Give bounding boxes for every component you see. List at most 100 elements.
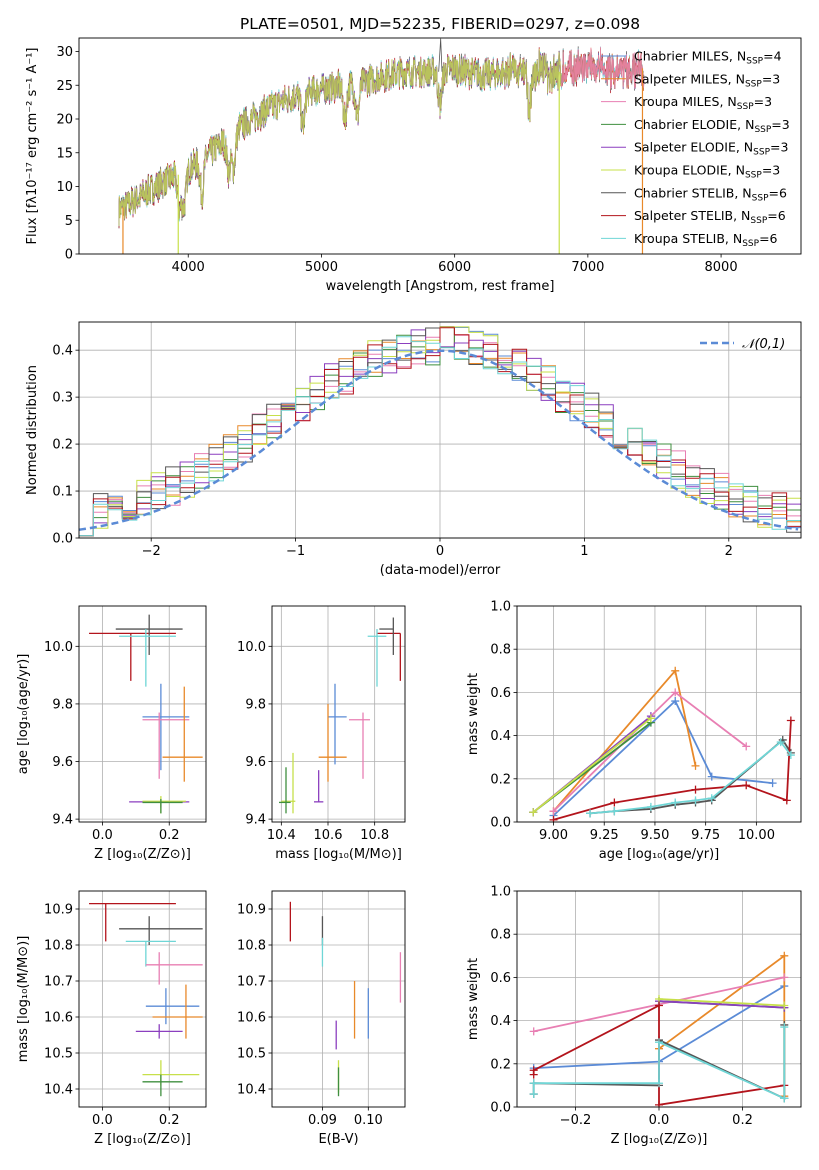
errorbar-point [377, 632, 401, 681]
y-axis-label: Flux [fλ10⁻¹⁷ erg cm⁻² s⁻¹ A⁻¹] [25, 48, 40, 245]
y-tick-label: 0.8 [490, 928, 511, 943]
y-tick-label: 1.0 [490, 600, 511, 615]
x-tick-label: 0.10 [354, 1113, 383, 1128]
x-axis-label: Z [log₁₀(Z/Z⊙)] [94, 847, 191, 862]
series-marker [610, 798, 619, 807]
series-marker [742, 781, 751, 790]
y-tick-label: 10.0 [44, 640, 73, 655]
series-line [589, 740, 792, 815]
y-tick-label: 0.1 [52, 485, 73, 500]
series-marker [610, 807, 619, 816]
x-tick-label: 10.6 [314, 828, 343, 843]
x-tick-label: 10.8 [360, 828, 389, 843]
series-marker [646, 714, 655, 723]
x-tick-label: 0.0 [649, 1113, 670, 1128]
x-tick-label: 10.00 [738, 828, 775, 843]
spectrum-line [118, 48, 562, 227]
y-tick-label: 10.4 [44, 1083, 73, 1098]
y-tick-label: 9.4 [52, 813, 73, 828]
plot-area [118, 38, 645, 254]
x-tick-label: 9.50 [640, 828, 669, 843]
y-axis-label: mass weight [466, 958, 481, 1040]
y-tick-label: 20 [56, 113, 73, 128]
y-axis-label: mass [log₁₀(M/M⊙)] [16, 936, 31, 1063]
series-marker [529, 1079, 538, 1088]
y-tick-label: 1.0 [490, 885, 511, 900]
y-tick-label: 0.0 [490, 816, 511, 831]
x-tick-label: 9.25 [590, 828, 619, 843]
x-tick-label: 9.00 [539, 828, 568, 843]
y-axis-label: Normed distribution [25, 365, 40, 495]
axes-frame [78, 890, 207, 1108]
histogram-step [79, 336, 801, 537]
legend-label: Chabrier STELIB, NSSP=6 [634, 185, 787, 203]
errorbar-point [89, 902, 176, 942]
x-axis-label: Z [log₁₀(Z/Z⊙)] [94, 1132, 191, 1147]
y-tick-label: 10.8 [44, 939, 73, 954]
x-tick-label: 0.09 [308, 1113, 337, 1128]
errorbar-point [152, 984, 203, 1039]
y-tick-label: 0.6 [490, 686, 511, 701]
y-tick-label: 9.8 [245, 697, 266, 712]
x-tick-label: 0.2 [732, 1113, 753, 1128]
legend-label: Chabrier ELODIE, NSSP=3 [634, 117, 790, 135]
series-marker [671, 666, 680, 675]
series-line [658, 954, 786, 1097]
legend-label: Salpeter ELODIE, NSSP=3 [634, 140, 788, 158]
axes-weight-vs-age: 9.00 9.25 9.50 9.75 10.00 0.0 0.2 0.4 0.6 0.8 1.0 a… [466, 600, 802, 862]
axes-frame [271, 605, 406, 823]
series-marker [780, 1001, 789, 1010]
x-tick-label: 1 [580, 544, 588, 559]
errorbar-point [162, 686, 203, 782]
series-line [658, 1000, 785, 1009]
x-tick-label: 10.4 [267, 828, 296, 843]
plot-area [279, 617, 401, 814]
axes-weight-vs-Z: −0.2 0.0 0.2 0.0 0.2 0.4 0.6 0.8 1.0 Z [log₁₀(Z/Z… [466, 885, 802, 1147]
y-tick-label: 0.8 [490, 643, 511, 658]
plot-area [289, 901, 402, 1097]
errorbar-point [142, 1074, 183, 1097]
series-marker [768, 779, 777, 788]
series-marker [529, 1027, 538, 1036]
legend-label: Kroupa MILES, NSSP=3 [634, 94, 772, 112]
y-tick-label: 5 [65, 214, 73, 229]
series-line [658, 998, 785, 1007]
y-tick-label: 15 [56, 146, 73, 161]
y-tick-label: 30 [56, 45, 73, 60]
x-axis-label: E(B-V) [318, 1132, 358, 1147]
y-tick-label: 25 [56, 79, 73, 94]
errorbar-point [281, 752, 296, 814]
x-tick-label: 0 [436, 544, 444, 559]
y-tick-label: 0.6 [490, 971, 511, 986]
series-marker [655, 1038, 663, 1047]
x-tick-label: 0.2 [159, 828, 180, 843]
axes-frame [78, 37, 802, 255]
y-tick-label: 10.4 [237, 1083, 266, 1098]
y-tick-label: 0.4 [52, 344, 73, 359]
series-marker [549, 807, 558, 816]
errorbar-point [119, 916, 203, 945]
x-axis-label: (data-model)/error [380, 563, 501, 578]
x-tick-label: 0.0 [92, 828, 113, 843]
series-marker [786, 716, 795, 725]
errorbar-point [279, 767, 291, 814]
histogram-step [79, 327, 801, 537]
x-tick-label: 2 [725, 544, 733, 559]
series-marker [655, 1079, 663, 1088]
x-tick-label: 5000 [305, 260, 338, 275]
errorbar-point [318, 703, 347, 782]
y-tick-label: 10.7 [237, 975, 266, 990]
errorbar-point [135, 1024, 183, 1039]
y-tick-label: 10.0 [237, 640, 266, 655]
series-marker [529, 1090, 538, 1099]
series-marker [780, 973, 789, 982]
series-marker [782, 796, 791, 805]
x-tick-label: −0.2 [560, 1113, 592, 1128]
series-marker [655, 1001, 663, 1010]
plot-area [79, 326, 801, 537]
axes-frame [516, 605, 802, 823]
y-tick-label: 10.7 [44, 975, 73, 990]
errorbar-point [328, 683, 347, 765]
series-line [553, 720, 792, 821]
